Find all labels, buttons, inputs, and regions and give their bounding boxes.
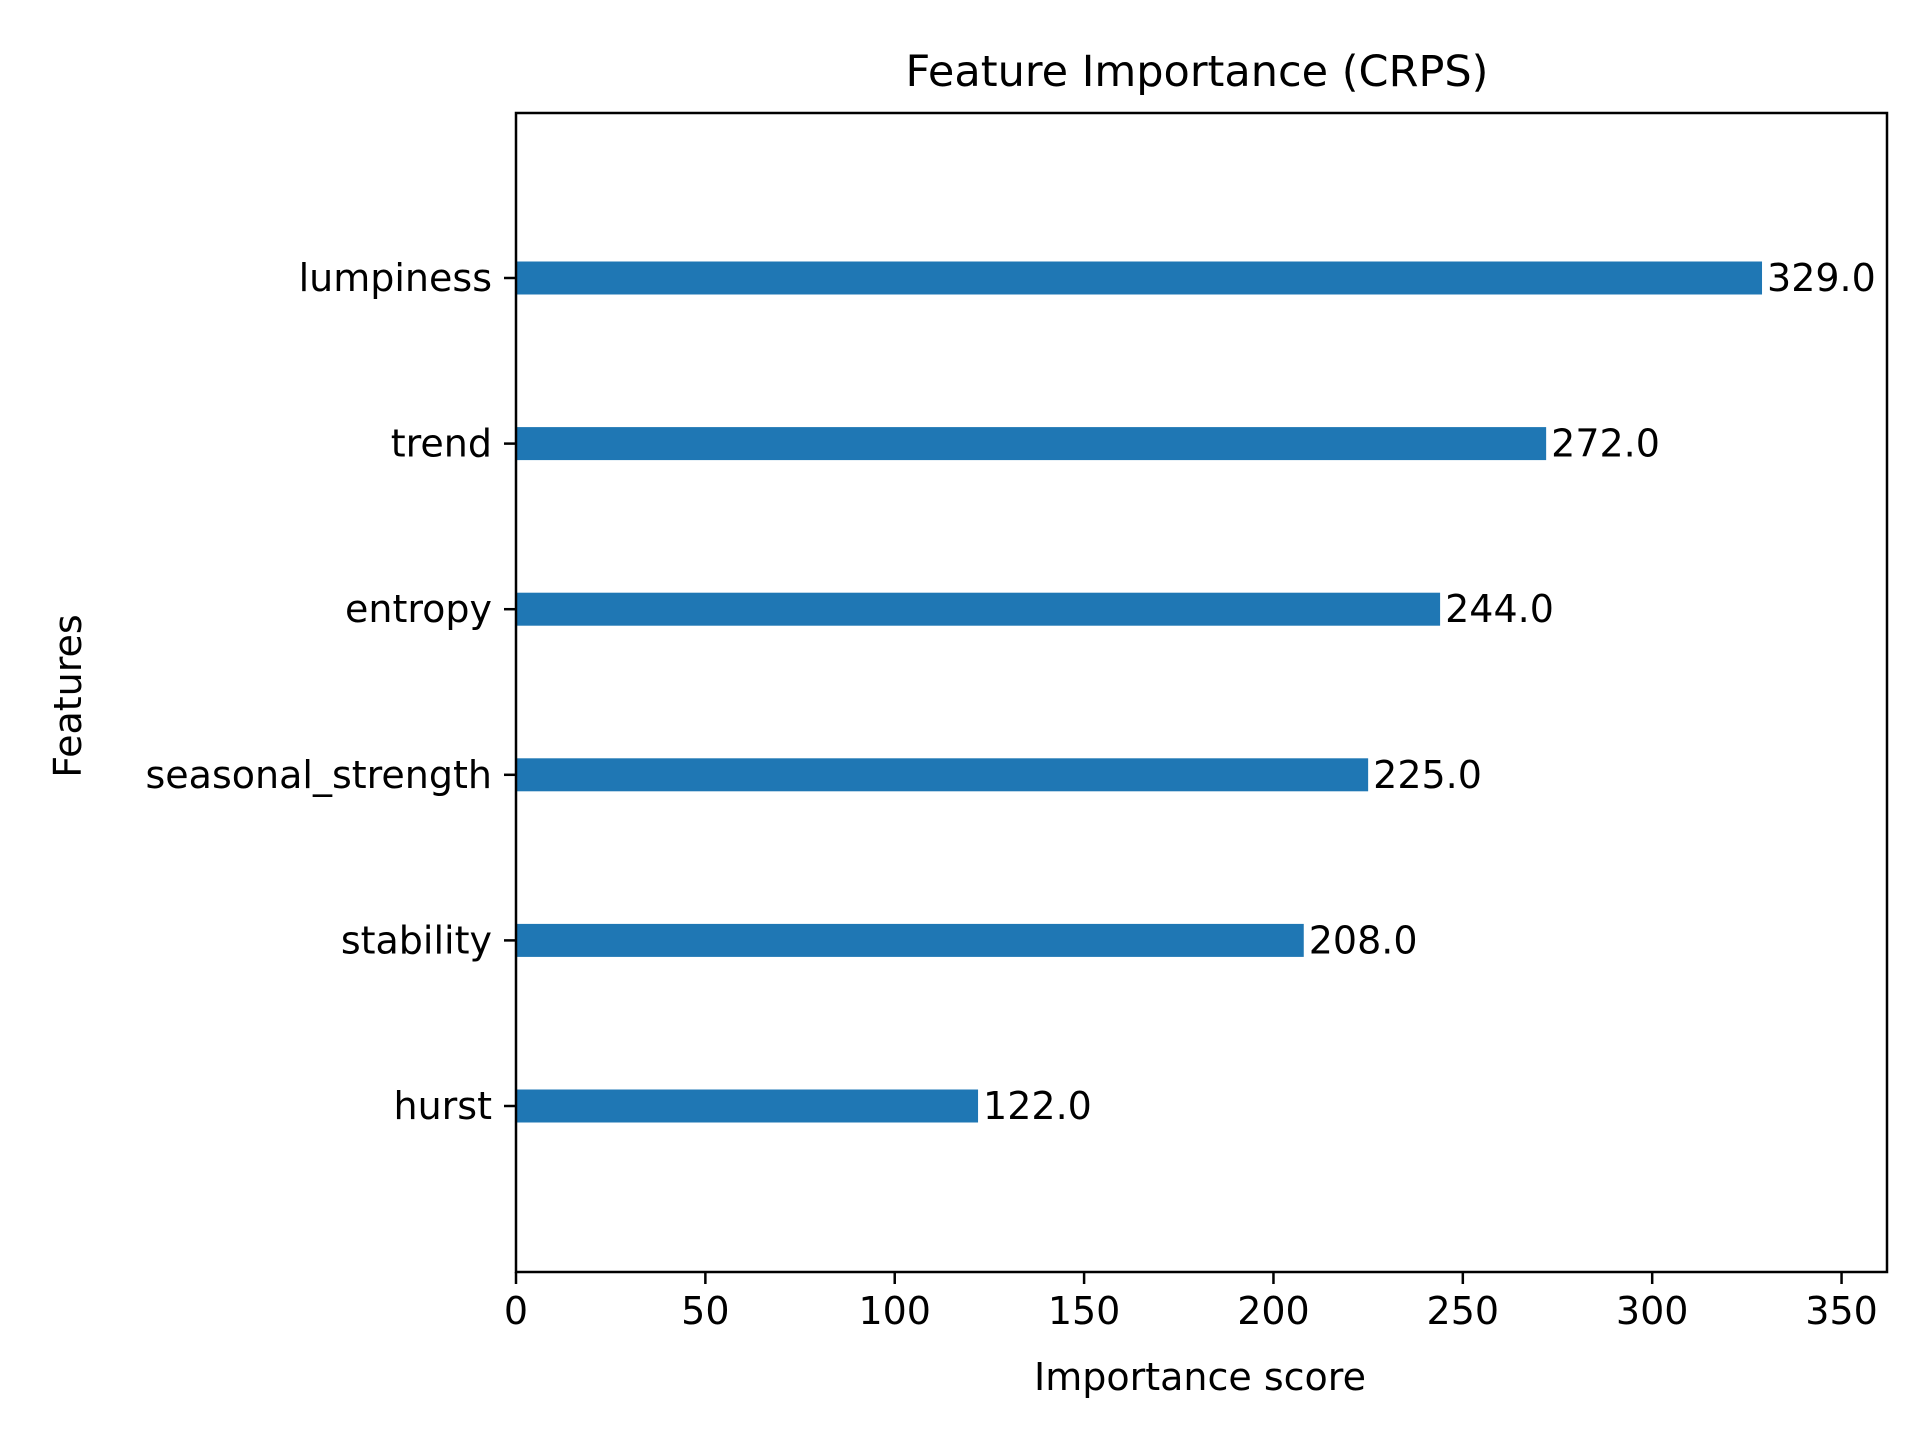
chart-title: Feature Importance (CRPS) — [906, 47, 1489, 97]
x-tick-label-300: 300 — [1616, 1289, 1689, 1333]
bar-hurst — [516, 1089, 979, 1123]
x-axis-label: Importance score — [1034, 1355, 1366, 1399]
x-tick-label-100: 100 — [858, 1289, 931, 1333]
y-axis-label: Features — [46, 614, 90, 777]
y-tick-label-trend: trend — [391, 422, 492, 466]
bar-seasonal_strength — [516, 758, 1369, 792]
plot-frame — [514, 111, 1889, 1274]
bar-entropy — [516, 592, 1441, 626]
data-label-trend: 272.0 — [1551, 422, 1660, 466]
bars-group — [516, 261, 1763, 1123]
bar-stability — [516, 923, 1304, 957]
data-label-stability: 208.0 — [1309, 918, 1418, 962]
x-tick-label-0: 0 — [504, 1289, 528, 1333]
bar-lumpiness — [516, 261, 1763, 295]
x-tick-label-350: 350 — [1805, 1289, 1878, 1333]
y-tick-label-stability: stability — [341, 918, 492, 962]
y-axis: lumpiness trend entropy seasonal_strengthst… — [146, 256, 516, 1128]
x-tick-label-200: 200 — [1237, 1289, 1310, 1333]
y-tick-label-seasonal_strength: seasonal_strength — [146, 753, 493, 797]
x-tick-label-50: 50 — [681, 1289, 729, 1333]
x-tick-label-250: 250 — [1427, 1289, 1500, 1333]
data-label-lumpiness: 329.0 — [1767, 256, 1876, 300]
data-label-hurst: 122.0 — [983, 1084, 1092, 1128]
x-axis: 0 50 100 150 200 250 300 350 — [504, 1272, 1878, 1333]
bar-trend — [516, 427, 1547, 461]
data-labels-group: 329.0 272.0 244.0 225.0 208.0 122.0 — [983, 256, 1876, 1128]
data-label-entropy: 244.0 — [1445, 587, 1554, 631]
y-tick-label-entropy: entropy — [345, 587, 492, 631]
y-tick-label-hurst: hurst — [394, 1084, 493, 1128]
x-tick-label-150: 150 — [1048, 1289, 1121, 1333]
data-label-seasonal_strength: 225.0 — [1373, 753, 1482, 797]
y-tick-label-lumpiness: lumpiness — [299, 256, 492, 300]
